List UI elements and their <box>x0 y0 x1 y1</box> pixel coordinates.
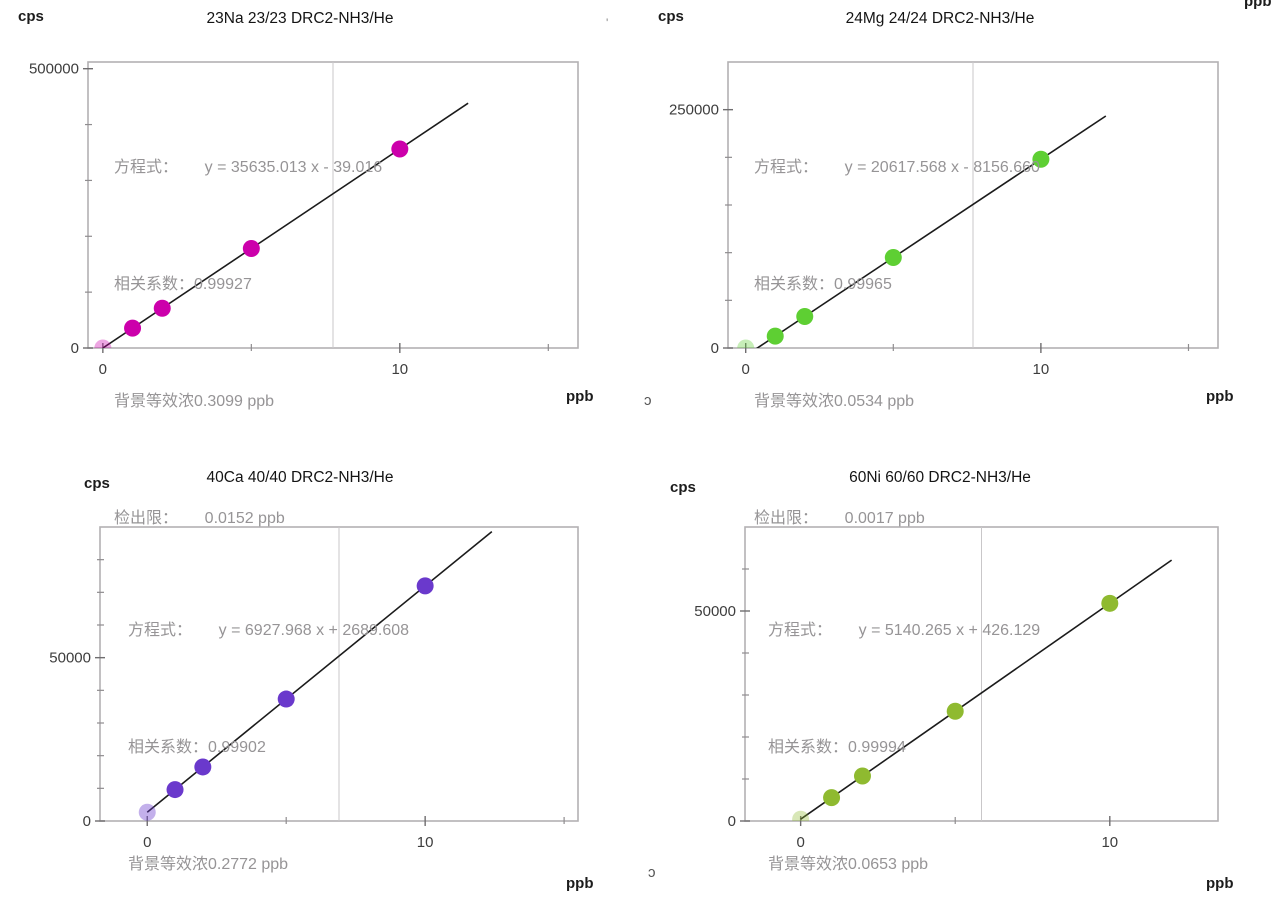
data-point <box>884 248 902 266</box>
data-point <box>737 339 755 348</box>
x-tick-label: 0 <box>99 361 107 378</box>
data-point <box>391 140 409 158</box>
calibration-chart-24mg: 0 250000 0 10 cps 24Mg 24/24 DRC2-NH3/He 方程… <box>640 0 1280 527</box>
equation-line: 方程式： y = 20617.568 x - 8156.660 <box>754 159 1040 176</box>
plot-area-60ni: 0 50000 0 10 <box>694 526 1219 851</box>
equation-line: 方程式： y = 35635.013 x - 39.016 <box>114 159 383 176</box>
equation-line: 方程式： y = 6927.968 x + 2689.608 <box>128 622 410 639</box>
correlation-line: 相关系数：0.99965 <box>754 276 892 293</box>
calibration-chart-23na: 0 500000 0 10 cps 23Na 23/23 DRC2-NH3/He 方程… <box>0 0 640 527</box>
x-tick-label: 0 <box>143 834 151 851</box>
chart-title: 23Na 23/23 DRC2-NH3/He <box>206 10 394 27</box>
data-point <box>796 307 814 325</box>
plot-area-23na: 0 500000 0 10 <box>29 61 579 378</box>
data-point <box>416 577 434 595</box>
x-tick-label: 10 <box>391 361 408 378</box>
cropped-zero-mark: ɔ <box>644 392 652 409</box>
data-point <box>1032 150 1050 168</box>
bec-line: 背景等效浓0.3099 ppb <box>114 393 275 410</box>
x-tick-label: 0 <box>796 834 804 851</box>
y-tick-label: 0 <box>83 813 91 830</box>
detection-limit-line: 检出限： 0.0152 ppb <box>114 510 285 527</box>
data-point <box>1101 594 1119 612</box>
data-point <box>766 327 784 345</box>
data-point <box>792 810 810 821</box>
fit-statistics: 方程式： y = 35635.013 x - 39.016 相关系数：0.999… <box>114 70 382 616</box>
equation-line: 方程式： y = 5140.265 x + 426.129 <box>768 622 1041 639</box>
detection-limit-line: 检出限： 0.0017 ppb <box>754 510 925 527</box>
y-tick-label: 500000 <box>29 61 79 78</box>
y-tick-label: 0 <box>71 340 79 357</box>
bec-line: 背景等效浓0.0653 ppb <box>768 856 929 873</box>
x-axis-unit-label: ppb <box>566 875 594 892</box>
x-axis-unit-label: ppb <box>566 388 594 405</box>
y-axis-unit-label: cps <box>84 475 110 492</box>
correlation-line: 相关系数：0.99927 <box>114 276 252 293</box>
correlation-line: 相关系数：0.99902 <box>128 739 266 756</box>
x-axis-unit-label: ppb <box>1206 388 1234 405</box>
correlation-line: 相关系数：0.99994 <box>768 739 906 756</box>
x-tick-label: 10 <box>1033 361 1050 378</box>
x-axis-unit-label: ppb <box>1206 875 1234 892</box>
x-tick-label: 10 <box>417 834 434 851</box>
data-point <box>166 781 184 799</box>
plot-area-24mg: 0 250000 0 10 <box>669 61 1219 378</box>
y-tick-label: 50000 <box>49 650 91 667</box>
chart-title: 24Mg 24/24 DRC2-NH3/He <box>845 10 1035 27</box>
data-point <box>153 299 171 317</box>
y-tick-label: 0 <box>711 340 719 357</box>
chart-title: 60Ni 60/60 DRC2-NH3/He <box>849 469 1031 486</box>
x-tick-label: 10 <box>1101 834 1118 851</box>
x-tick-label: 0 <box>742 361 750 378</box>
fit-statistics: 方程式： y = 6927.968 x + 2689.608 相关系数：0.99… <box>128 533 409 918</box>
data-point <box>242 239 260 257</box>
calibration-chart-60ni: 0 50000 0 10 cps 60Ni 60/60 DRC2-NH3/He 方程式… <box>640 459 1280 918</box>
cropped-mark: ' <box>606 16 609 30</box>
y-tick-label: 50000 <box>694 603 736 620</box>
data-point <box>124 319 142 337</box>
data-point <box>94 339 112 348</box>
data-point <box>946 702 964 720</box>
cropped-ppb-label: ppb <box>1244 0 1272 10</box>
data-point <box>194 758 212 776</box>
calibration-chart-40ca: 0 50000 0 10 cps 40Ca 40/40 DRC2-NH3/He 方程式… <box>0 459 640 918</box>
y-axis-unit-label: cps <box>18 8 44 25</box>
data-point <box>138 803 156 821</box>
fit-statistics: 方程式： y = 20617.568 x - 8156.660 相关系数：0.9… <box>754 70 1040 616</box>
data-point <box>853 767 871 785</box>
data-point <box>823 789 841 807</box>
chart-title: 40Ca 40/40 DRC2-NH3/He <box>206 469 394 486</box>
plot-area-40ca: 0 50000 0 10 <box>49 526 579 851</box>
y-tick-label: 250000 <box>669 102 719 119</box>
y-tick-label: 0 <box>728 813 736 830</box>
y-axis-unit-label: cps <box>658 8 684 25</box>
bec-line: 背景等效浓0.0534 ppb <box>754 393 915 410</box>
y-axis-unit-label: cps <box>670 479 696 496</box>
bec-line: 背景等效浓0.2772 ppb <box>128 856 289 873</box>
data-point <box>277 690 295 708</box>
cropped-zero-mark: ɔ <box>648 864 656 881</box>
fit-statistics: 方程式： y = 5140.265 x + 426.129 相关系数：0.999… <box>768 533 1040 918</box>
